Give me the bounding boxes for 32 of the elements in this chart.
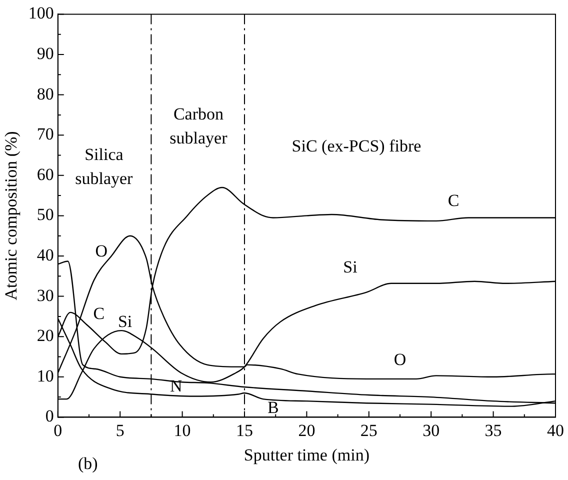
annotation: Silica sublayer: [75, 144, 134, 188]
x-tick-label: 35: [484, 420, 502, 440]
x-tick-label: 20: [298, 420, 316, 440]
annotation: SiC (ex-PCS) fibre: [292, 136, 422, 156]
y-tick-label: 100: [28, 4, 54, 23]
y-tick-label: 10: [36, 366, 54, 386]
series-label: C: [93, 304, 105, 323]
text: C: [448, 191, 460, 210]
y-tick-label: 0: [45, 406, 54, 426]
y-tick-label: 50: [36, 205, 54, 224]
x-tick-label: 30: [422, 420, 440, 440]
series-label: B: [267, 398, 279, 418]
y-tick-label: 70: [36, 124, 54, 144]
text: (b): [78, 454, 98, 474]
y-tick-label: 40: [36, 245, 54, 264]
y-tick-label: 20: [36, 326, 54, 346]
series-label: O: [95, 241, 108, 260]
y-tick-label: 60: [36, 164, 54, 184]
y-tick-label: 30: [36, 286, 54, 305]
y-tick-label: 90: [36, 44, 54, 63]
y-tick-label: 80: [36, 84, 54, 104]
series-label: Si: [118, 312, 132, 331]
x-tick-label: 15: [236, 420, 253, 440]
x-tick-label: 10: [174, 420, 191, 440]
y-axis-title: Atomic composition (%): [2, 131, 21, 300]
x-axis-title: Sputter time (min): [244, 445, 370, 464]
annotation: Carbon sublayer: [170, 104, 228, 148]
x-tick-label: 25: [360, 420, 378, 440]
text: Si: [343, 258, 358, 277]
x-tick-label: 5: [116, 420, 124, 440]
x-tick-label: 40: [547, 420, 564, 440]
text: O: [394, 350, 406, 370]
